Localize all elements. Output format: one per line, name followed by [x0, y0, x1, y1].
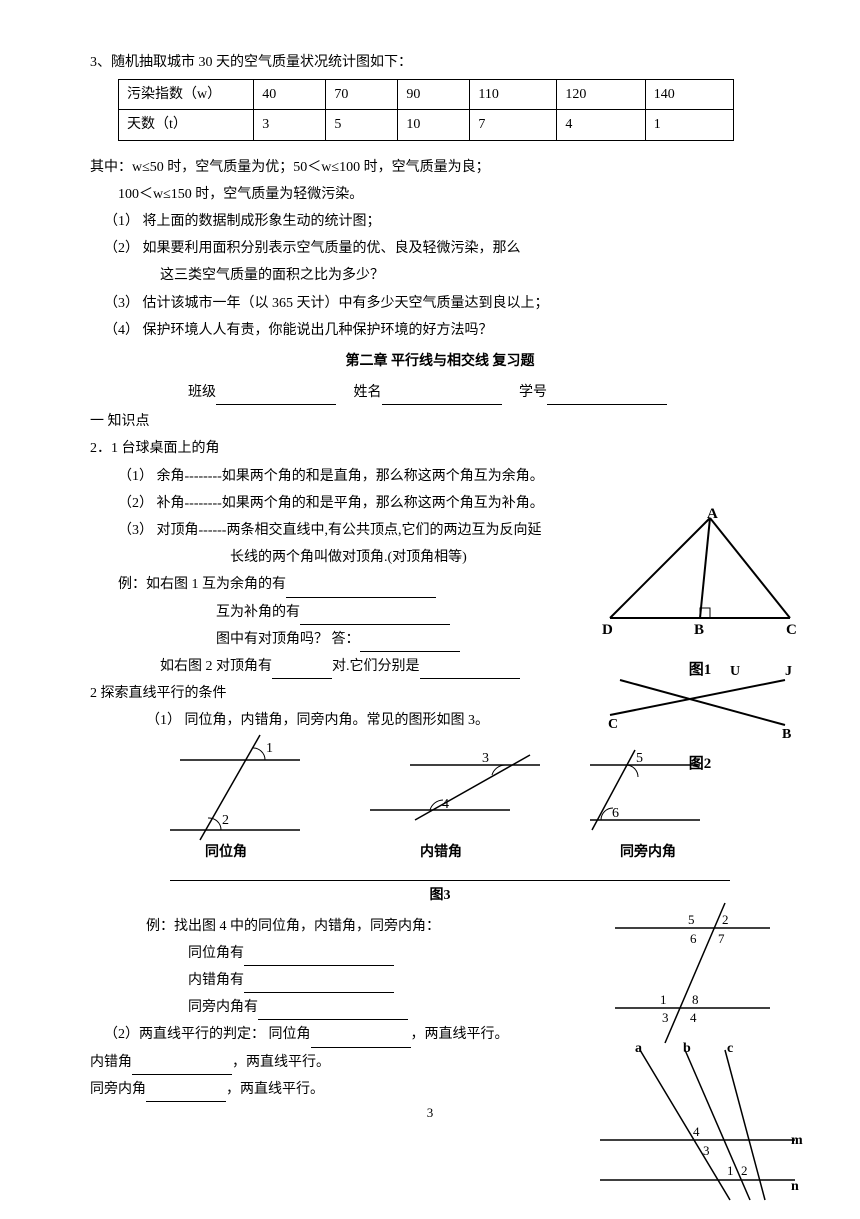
form-label: 姓名 — [354, 385, 382, 400]
note-line: 其中：w≤50 时，空气质量为优；50＜w≤100 时，空气质量为良； — [90, 155, 790, 180]
svg-text:4: 4 — [690, 1010, 697, 1025]
svg-text:7: 7 — [718, 931, 725, 946]
svg-text:3: 3 — [662, 1010, 669, 1025]
svg-text:1: 1 — [727, 1163, 734, 1178]
table-row: 污染指数（w） 40 70 90 110 120 140 — [119, 80, 734, 110]
table-cell: 70 — [326, 80, 398, 110]
svg-text:2: 2 — [741, 1163, 748, 1178]
table-cell: 4 — [557, 110, 645, 140]
section-heading: 一 知识点 — [90, 409, 790, 434]
definition-line: （1） 余角--------如果两个角的和是直角，那么称这两个角互为余角。 — [90, 464, 790, 489]
table-cell: 140 — [645, 80, 733, 110]
svg-text:3: 3 — [482, 751, 489, 766]
form-label: 学号 — [519, 385, 547, 400]
blank-input[interactable] — [286, 581, 436, 598]
svg-text:J: J — [785, 664, 792, 679]
blank-input[interactable] — [146, 1085, 226, 1102]
sub-question: （1） 将上面的数据制成形象生动的统计图； — [90, 209, 790, 234]
table-cell: 120 — [557, 80, 645, 110]
table-cell: 110 — [470, 80, 557, 110]
q3-intro: 3、随机抽取城市 30 天的空气质量状况统计图如下： — [90, 50, 790, 75]
blank-input[interactable] — [244, 976, 394, 993]
table-cell: 5 — [326, 110, 398, 140]
blank-input[interactable] — [420, 662, 520, 679]
blank-input[interactable] — [311, 1031, 411, 1048]
svg-text:B: B — [694, 622, 704, 638]
table-row: 天数（t） 3 5 10 7 4 1 — [119, 110, 734, 140]
blank-input[interactable] — [300, 608, 450, 625]
sub-question: （4） 保护环境人人有责，你能说出几种保护环境的好方法吗？ — [90, 318, 790, 343]
svg-text:6: 6 — [690, 931, 697, 946]
svg-text:m: m — [791, 1133, 803, 1148]
blank-input[interactable] — [258, 1004, 408, 1021]
sub-question: 这三类空气质量的面积之比为多少？ — [90, 263, 790, 288]
form-label: 班级 — [188, 385, 216, 400]
table-cell: 污染指数（w） — [119, 80, 254, 110]
figure-2: U J C B 图2 — [600, 660, 800, 778]
blank-input[interactable] — [547, 388, 667, 405]
table-cell: 天数（t） — [119, 110, 254, 140]
blank-input[interactable] — [244, 949, 394, 966]
svg-text:6: 6 — [612, 806, 619, 821]
table-cell: 1 — [645, 110, 733, 140]
blank-input[interactable] — [216, 388, 336, 405]
fig-caption: 图2 — [600, 751, 800, 778]
svg-text:3: 3 — [703, 1143, 710, 1158]
figure-1: A B C D 图1 — [600, 508, 800, 684]
svg-text:b: b — [683, 1041, 691, 1056]
sub-question: （3） 估计该城市一年（以 365 天计）中有多少天空气质量达到良以上； — [90, 291, 790, 316]
svg-text:C: C — [608, 717, 618, 732]
figure-4: 5 2 6 7 1 8 3 4 — [610, 898, 780, 1057]
svg-text:4: 4 — [442, 797, 449, 812]
chapter-title: 第二章 平行线与相交线 复习题 — [90, 349, 790, 374]
svg-text:a: a — [635, 1041, 642, 1056]
svg-text:U: U — [730, 664, 740, 679]
svg-text:B: B — [782, 727, 791, 742]
blank-input[interactable] — [382, 388, 502, 405]
svg-text:c: c — [727, 1041, 733, 1056]
svg-text:1: 1 — [266, 741, 273, 756]
svg-text:D: D — [602, 622, 613, 638]
svg-text:5: 5 — [688, 912, 695, 927]
table-cell: 7 — [470, 110, 557, 140]
blank-input[interactable] — [272, 662, 332, 679]
note-line: 100＜w≤150 时，空气质量为轻微污染。 — [90, 182, 790, 207]
table-cell: 3 — [254, 110, 326, 140]
fig-label: 内错角 — [420, 840, 462, 865]
svg-text:C: C — [786, 622, 797, 638]
figure-5: a b c m n 4 3 1 2 — [595, 1040, 805, 1219]
fig-label: 同位角 — [205, 840, 247, 865]
svg-text:n: n — [791, 1179, 799, 1194]
sub-question: （2） 如果要利用面积分别表示空气质量的优、良及轻微污染，那么 — [90, 236, 790, 261]
svg-text:2: 2 — [722, 912, 729, 927]
data-table: 污染指数（w） 40 70 90 110 120 140 天数（t） 3 5 1… — [118, 79, 734, 140]
table-cell: 10 — [398, 110, 470, 140]
svg-text:1: 1 — [660, 992, 667, 1007]
svg-text:4: 4 — [693, 1124, 700, 1139]
svg-text:A: A — [707, 508, 718, 522]
svg-text:8: 8 — [692, 992, 699, 1007]
svg-text:2: 2 — [222, 813, 229, 828]
blank-input[interactable] — [132, 1058, 232, 1075]
fig-label: 同旁内角 — [620, 840, 676, 865]
table-cell: 40 — [254, 80, 326, 110]
blank-input[interactable] — [360, 635, 460, 652]
form-row: 班级 姓名 学号 — [90, 380, 790, 405]
table-cell: 90 — [398, 80, 470, 110]
page-number: 3 — [427, 1101, 434, 1124]
subsection-title: 2．1 台球桌面上的角 — [90, 436, 790, 461]
